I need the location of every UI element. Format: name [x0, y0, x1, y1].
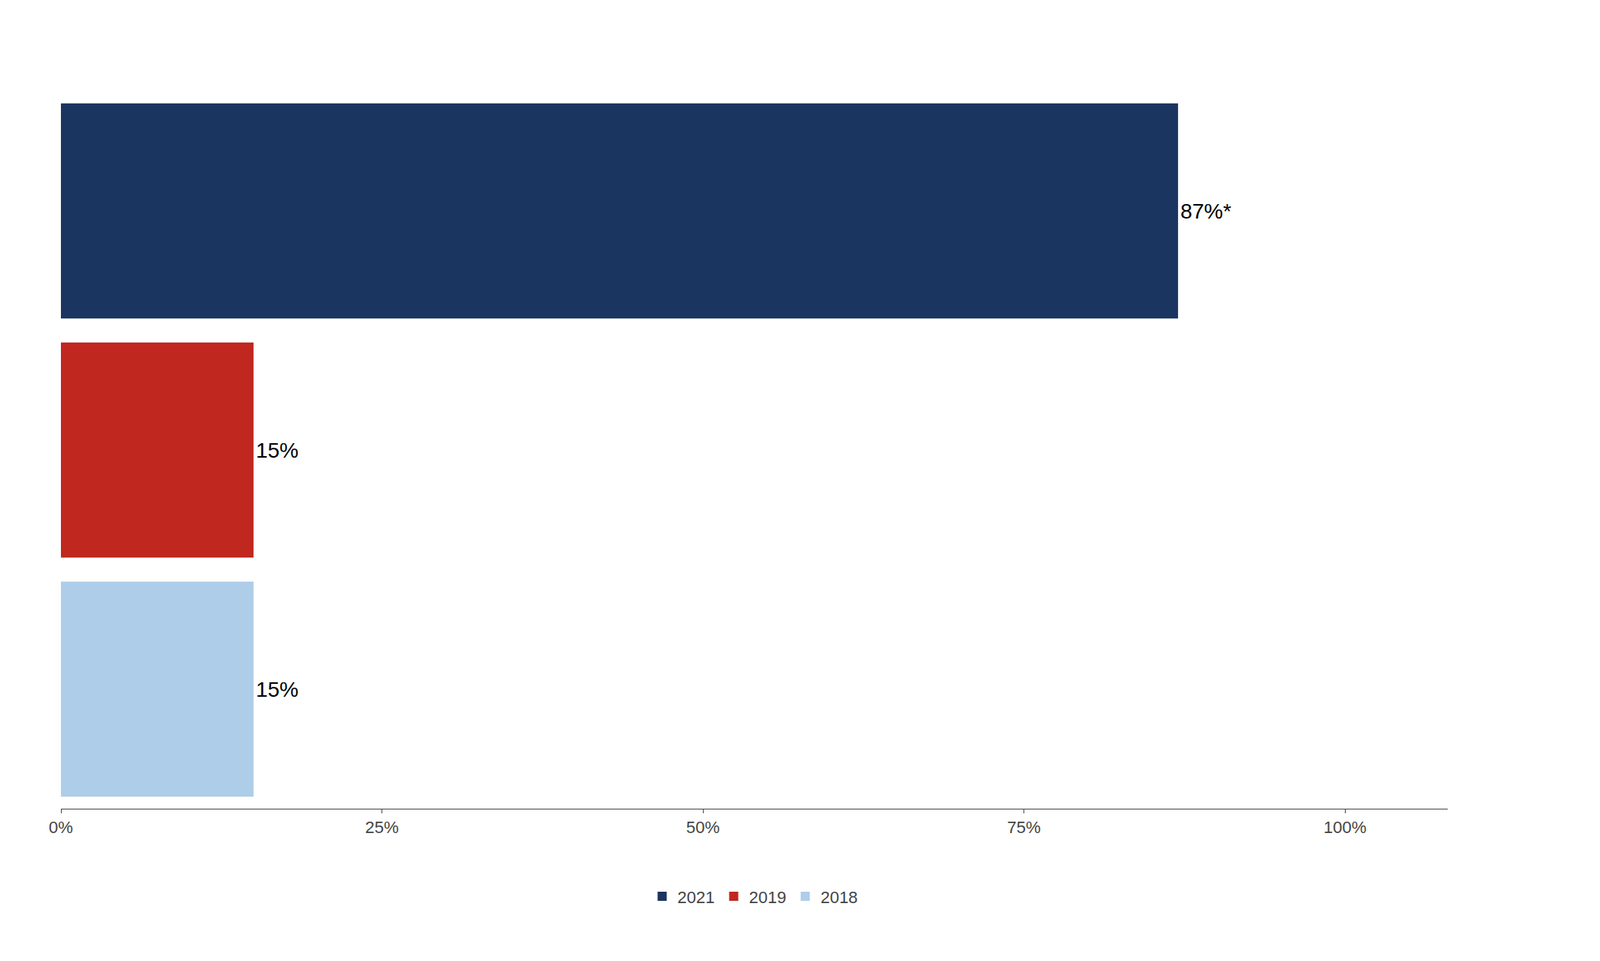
svg-text:2019: 2019 [748, 887, 786, 907]
svg-text:25%: 25% [365, 817, 400, 837]
svg-text:0%: 0% [48, 817, 74, 837]
svg-text:87%*: 87%* [1180, 199, 1232, 224]
svg-text:75%: 75% [1007, 817, 1042, 837]
svg-text:100%: 100% [1323, 817, 1367, 837]
svg-text:15%: 15% [255, 677, 299, 702]
svg-text:15%: 15% [255, 438, 299, 463]
svg-text:2018: 2018 [820, 887, 858, 907]
svg-text:50%: 50% [686, 817, 720, 837]
svg-text:2021: 2021 [677, 887, 716, 907]
